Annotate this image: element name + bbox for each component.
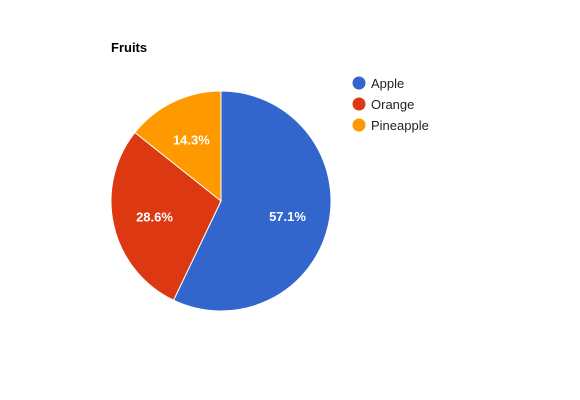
legend-swatch-pineapple [353,119,366,132]
legend-label-orange: Orange [371,97,414,112]
legend-item-pineapple[interactable]: Pineapple [353,118,429,133]
slice-label-apple: 57.1% [269,209,306,224]
legend-label-apple: Apple [371,76,404,91]
legend-label-pineapple: Pineapple [371,118,429,133]
legend-item-orange[interactable]: Orange [353,97,415,112]
chart-title: Fruits [111,40,147,55]
legend-swatch-apple [353,77,366,90]
legend: Apple Orange Pineapple [353,76,429,133]
slice-label-orange: 28.6% [136,209,173,224]
legend-swatch-orange [353,98,366,111]
legend-item-apple[interactable]: Apple [353,76,405,91]
pie-slices [111,91,331,311]
slice-label-pineapple: 14.3% [173,133,210,148]
